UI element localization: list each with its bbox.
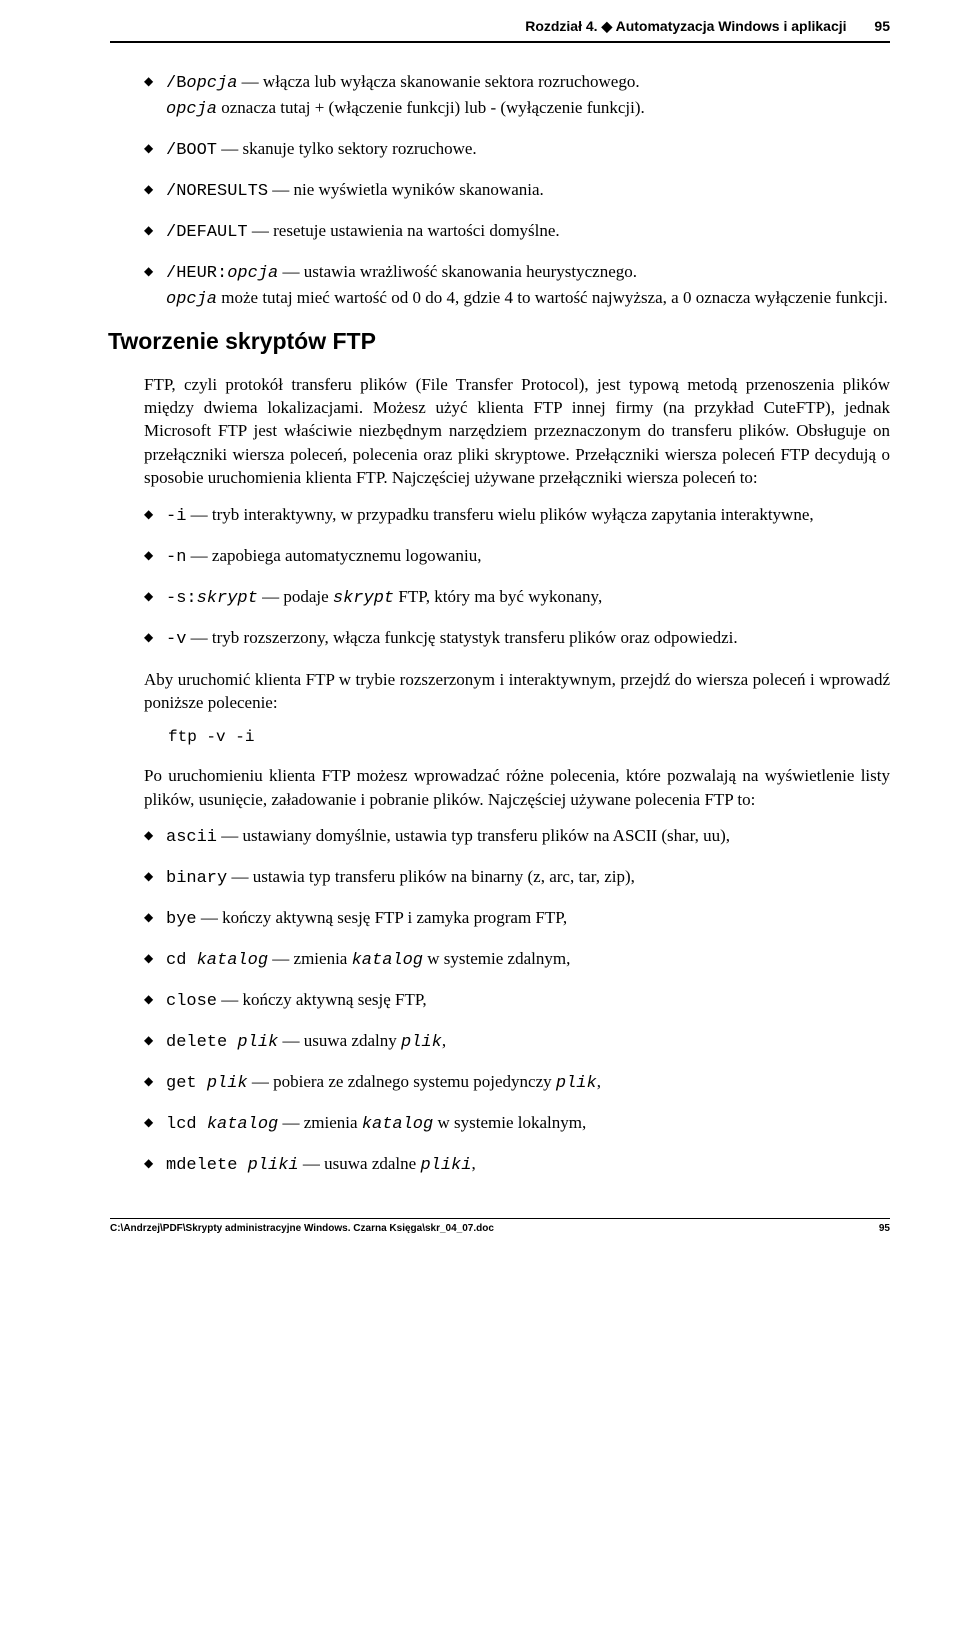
- section-title: Tworzenie skryptów FTP: [108, 328, 890, 355]
- cmd-desc: — kończy aktywną sesję FTP,: [217, 990, 427, 1009]
- list-item: get plik — pobiera ze zdalnego systemu p…: [144, 1071, 890, 1096]
- cmd-code: close: [166, 992, 217, 1011]
- cmd-cont: opcja oznacza tutaj + (włączenie funkcji…: [166, 97, 890, 122]
- cmd-desc-arg: plik: [556, 1074, 597, 1093]
- cmd-desc: — ustawia typ transferu plików na binarn…: [227, 867, 635, 886]
- cmd-desc: — tryb interaktywny, w przypadku transfe…: [186, 505, 813, 524]
- cmd-arg: katalog: [207, 1115, 278, 1134]
- list-item: -n — zapobiega automatycznemu logowaniu,: [144, 545, 890, 570]
- cmd-code: /BOOT: [166, 141, 217, 160]
- cmd-desc-post: ,: [471, 1154, 475, 1173]
- cmd-desc-pre: — usuwa zdalny: [278, 1031, 401, 1050]
- page-footer: C:\Andrzej\PDF\Skrypty administracyjne W…: [110, 1218, 890, 1234]
- cmd-desc: — ustawia wrażliwość skanowania heurysty…: [278, 262, 637, 281]
- cmd-arg: opcja: [227, 264, 278, 283]
- cmd-code: get: [166, 1074, 207, 1093]
- cmd-arg: katalog: [197, 951, 268, 970]
- cmd-desc: — skanuje tylko sektory rozruchowe.: [217, 139, 477, 158]
- list-item: /NORESULTS — nie wyświetla wyników skano…: [144, 179, 890, 204]
- command-line: ftp -v -i: [110, 728, 890, 746]
- cmd-arg: plik: [237, 1033, 278, 1052]
- cont-arg: opcja: [166, 100, 217, 119]
- list-item: delete plik — usuwa zdalny plik,: [144, 1030, 890, 1055]
- cmd-desc: — ustawiany domyślnie, ustawia typ trans…: [217, 826, 730, 845]
- list-item: ascii — ustawiany domyślnie, ustawia typ…: [144, 825, 890, 850]
- cmd-arg: plik: [207, 1074, 248, 1093]
- cmd-code: bye: [166, 910, 197, 929]
- header-bullet: ◆: [601, 18, 612, 34]
- cmd-code: -s:: [166, 589, 197, 608]
- cmd-desc-arg: katalog: [352, 951, 423, 970]
- footer-path: C:\Andrzej\PDF\Skrypty administracyjne W…: [110, 1223, 494, 1234]
- cmd-code: -v: [166, 630, 186, 649]
- list-item: /DEFAULT — resetuje ustawienia na wartoś…: [144, 220, 890, 245]
- list-item: lcd katalog — zmienia katalog w systemie…: [144, 1112, 890, 1137]
- cmd-code: /HEUR:: [166, 264, 227, 283]
- cmd-code: /DEFAULT: [166, 223, 248, 242]
- cont-arg: opcja: [166, 290, 217, 309]
- cmd-arg: skrypt: [197, 589, 258, 608]
- list-item: /BOOT — skanuje tylko sektory rozruchowe…: [144, 138, 890, 163]
- cmd-code: /B: [166, 74, 186, 93]
- cmd-desc-pre: — usuwa zdalne: [299, 1154, 421, 1173]
- list-item: close — kończy aktywną sesję FTP,: [144, 989, 890, 1014]
- cmd-desc-arg: pliki: [420, 1156, 471, 1175]
- cmd-desc-post: FTP, który ma być wykonany,: [394, 587, 602, 606]
- footer-pagenum: 95: [879, 1223, 890, 1234]
- header-pagenum: 95: [874, 18, 890, 34]
- cmd-desc-post: w systemie zdalnym,: [423, 949, 570, 968]
- ftp-switches-list: -i — tryb interaktywny, w przypadku tran…: [110, 504, 890, 652]
- paragraph-ftp-intro: FTP, czyli protokół transferu plików (Fi…: [110, 373, 890, 490]
- cmd-desc-post: w systemie lokalnym,: [433, 1113, 586, 1132]
- cmd-code: -n: [166, 548, 186, 567]
- list-item: /Bopcja — włącza lub wyłącza skanowanie …: [144, 71, 890, 122]
- cmd-arg: opcja: [186, 74, 237, 93]
- header-chapter: Rozdział 4.: [525, 18, 601, 34]
- cont-text: oznacza tutaj + (włączenie funkcji) lub …: [217, 98, 645, 117]
- cmd-code: ascii: [166, 828, 217, 847]
- cmd-desc-pre: — zmienia: [268, 949, 352, 968]
- cmd-desc-post: ,: [442, 1031, 446, 1050]
- cmd-code: -i: [166, 507, 186, 526]
- cmd-arg: pliki: [248, 1156, 299, 1175]
- options-list-chkdsk: /Bopcja — włącza lub wyłącza skanowanie …: [110, 71, 890, 312]
- cmd-code: lcd: [166, 1115, 207, 1134]
- cmd-desc-post: ,: [597, 1072, 601, 1091]
- cmd-desc: — kończy aktywną sesję FTP i zamyka prog…: [197, 908, 567, 927]
- ftp-commands-list: ascii — ustawiany domyślnie, ustawia typ…: [110, 825, 890, 1177]
- cmd-code: mdelete: [166, 1156, 248, 1175]
- list-item: bye — kończy aktywną sesję FTP i zamyka …: [144, 907, 890, 932]
- cmd-desc-pre: — podaje: [258, 587, 333, 606]
- list-item: -i — tryb interaktywny, w przypadku tran…: [144, 504, 890, 529]
- paragraph-ftp-after: Po uruchomieniu klienta FTP możesz wprow…: [110, 764, 890, 811]
- cmd-desc-arg: skrypt: [333, 589, 394, 608]
- cmd-desc: — resetuje ustawienia na wartości domyśl…: [248, 221, 560, 240]
- list-item: mdelete pliki — usuwa zdalne pliki,: [144, 1153, 890, 1178]
- cmd-desc: — włącza lub wyłącza skanowanie sektora …: [237, 72, 639, 91]
- cont-text: może tutaj mieć wartość od 0 do 4, gdzie…: [217, 288, 888, 307]
- list-item: -v — tryb rozszerzony, włącza funkcję st…: [144, 627, 890, 652]
- cmd-desc: — nie wyświetla wyników skanowania.: [268, 180, 544, 199]
- cmd-desc-pre: — pobiera ze zdalnego systemu pojedynczy: [248, 1072, 556, 1091]
- list-item: cd katalog — zmienia katalog w systemie …: [144, 948, 890, 973]
- list-item: binary — ustawia typ transferu plików na…: [144, 866, 890, 891]
- cmd-code: cd: [166, 951, 197, 970]
- cmd-desc-arg: katalog: [362, 1115, 433, 1134]
- cmd-code: /NORESULTS: [166, 182, 268, 201]
- cmd-cont: opcja może tutaj mieć wartość od 0 do 4,…: [166, 287, 890, 312]
- list-item: /HEUR:opcja — ustawia wrażliwość skanowa…: [144, 261, 890, 312]
- cmd-code: delete: [166, 1033, 237, 1052]
- paragraph-ftp-run: Aby uruchomić klienta FTP w trybie rozsz…: [110, 668, 890, 715]
- cmd-desc: — zapobiega automatycznemu logowaniu,: [186, 546, 481, 565]
- page: Rozdział 4. ◆ Automatyzacja Windows i ap…: [0, 0, 960, 1234]
- cmd-desc: — tryb rozszerzony, włącza funkcję staty…: [186, 628, 737, 647]
- page-header: Rozdział 4. ◆ Automatyzacja Windows i ap…: [110, 0, 890, 43]
- header-title: Automatyzacja Windows i aplikacji: [612, 18, 846, 34]
- cmd-code: binary: [166, 869, 227, 888]
- cmd-desc-arg: plik: [401, 1033, 442, 1052]
- list-item: -s:skrypt — podaje skrypt FTP, który ma …: [144, 586, 890, 611]
- cmd-desc-pre: — zmienia: [278, 1113, 362, 1132]
